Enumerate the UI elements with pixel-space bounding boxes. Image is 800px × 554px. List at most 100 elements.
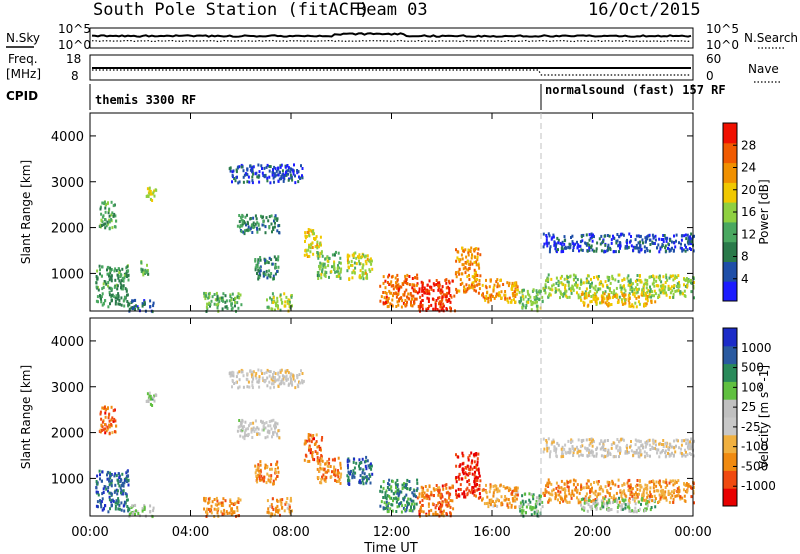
- velocity-data-cell: [690, 437, 693, 441]
- power-data-cell: [559, 291, 562, 295]
- power-data-cell: [358, 274, 361, 278]
- power-data-cell: [308, 243, 310, 247]
- power-data-cell: [538, 298, 541, 302]
- power-data-cell: [645, 302, 648, 306]
- velocity-data-cell: [384, 494, 387, 498]
- power-data-cell: [574, 283, 577, 287]
- power-data-cell: [619, 244, 622, 248]
- power-data-cell: [553, 243, 556, 247]
- power-data-cell: [418, 290, 421, 294]
- velocity-data-cell: [646, 502, 649, 506]
- velocity-data-cell: [553, 446, 556, 450]
- velocity-data-cell: [587, 503, 590, 507]
- velocity-data-cell: [334, 478, 337, 482]
- velocity-data-cell: [575, 486, 577, 490]
- velocity-data-cell: [690, 445, 693, 449]
- velocity-data-cell: [471, 486, 474, 490]
- power-data-cell: [476, 278, 478, 281]
- power-data-cell: [337, 251, 340, 255]
- velocity-data-cell: [627, 498, 630, 502]
- velocity-data-cell: [604, 485, 607, 489]
- velocity-data-cell: [114, 507, 117, 511]
- velocity-data-cell: [250, 373, 253, 377]
- velocity-data-cell: [602, 496, 604, 500]
- velocity-data-cell: [280, 379, 283, 383]
- power-data-cell: [247, 225, 250, 229]
- power-data-cell: [635, 291, 638, 295]
- power-data-cell: [389, 282, 392, 286]
- velocity-data-cell: [670, 445, 673, 449]
- power-data-cell: [554, 290, 557, 293]
- power-data-cell: [448, 291, 450, 295]
- power-data-cell: [645, 246, 648, 250]
- power-data-cell: [611, 296, 614, 299]
- power-data-cell: [628, 283, 631, 286]
- power-y-tick-label: 1000: [51, 267, 84, 282]
- velocity-data-cell: [445, 491, 448, 495]
- power-data-cell: [493, 283, 496, 287]
- power-data-cell: [250, 223, 253, 227]
- velocity-data-cell: [99, 499, 101, 503]
- power-data-cell: [461, 272, 464, 276]
- velocity-data-cell: [689, 440, 692, 444]
- power-data-cell: [598, 282, 601, 286]
- velocity-data-cell: [120, 478, 123, 482]
- power-data-cell: [643, 302, 646, 306]
- power-data-cell: [673, 248, 675, 252]
- power-data-cell: [216, 297, 219, 301]
- velocity-data-cell: [465, 466, 468, 470]
- velocity-data-cell: [353, 457, 356, 461]
- velocity-data-cell: [310, 440, 313, 444]
- velocity-data-cell: [307, 435, 310, 439]
- power-data-cell: [266, 176, 269, 180]
- velocity-data-cell: [619, 490, 622, 494]
- power-data-cell: [646, 290, 649, 294]
- velocity-data-cell: [624, 503, 627, 507]
- velocity-data-cell: [626, 443, 628, 447]
- velocity-data-cell: [230, 502, 233, 505]
- power-data-cell: [560, 250, 563, 254]
- power-data-cell: [114, 300, 117, 303]
- power-data-cell: [444, 295, 447, 299]
- velocity-data-cell: [561, 487, 564, 491]
- power-data-cell: [450, 295, 453, 299]
- velocity-data-cell: [385, 500, 388, 504]
- power-data-cell: [472, 281, 475, 285]
- velocity-data-cell: [445, 503, 448, 507]
- velocity-data-cell: [287, 383, 290, 387]
- velocity-data-cell: [400, 490, 403, 494]
- velocity-data-cell: [105, 487, 108, 491]
- power-data-cell: [592, 233, 594, 237]
- power-data-cell: [242, 180, 245, 184]
- velocity-data-cell: [400, 501, 403, 505]
- power-data-cell: [684, 294, 687, 298]
- velocity-data-cell: [438, 505, 441, 509]
- power-data-cell: [361, 274, 364, 278]
- velocity-data-cell: [444, 498, 447, 502]
- velocity-data-cell: [395, 486, 397, 490]
- velocity-data-cell: [427, 505, 430, 508]
- velocity-data-cell: [588, 448, 591, 452]
- power-data-cell: [655, 284, 658, 288]
- velocity-data-cell: [595, 500, 598, 504]
- power-data-cell: [292, 169, 295, 173]
- velocity-data-cell: [239, 420, 242, 424]
- power-data-cell: [339, 261, 342, 265]
- power-data-cell: [500, 290, 503, 294]
- velocity-data-cell: [127, 478, 130, 482]
- velocity-data-cell: [296, 376, 299, 380]
- power-data-cell: [106, 268, 108, 272]
- velocity-data-cell: [244, 434, 246, 438]
- power-data-cell: [260, 214, 262, 218]
- power-data-cell: [121, 287, 124, 291]
- velocity-data-cell: [120, 488, 123, 492]
- power-data-cell: [317, 277, 320, 280]
- power-data-cell: [609, 281, 612, 285]
- power-data-cell: [213, 302, 216, 306]
- velocity-data-cell: [242, 435, 245, 439]
- power-data-cell: [240, 165, 243, 169]
- velocity-data-cell: [602, 448, 605, 452]
- power-data-cell: [668, 247, 671, 251]
- power-data-cell: [467, 251, 470, 255]
- power-data-cell: [410, 304, 413, 308]
